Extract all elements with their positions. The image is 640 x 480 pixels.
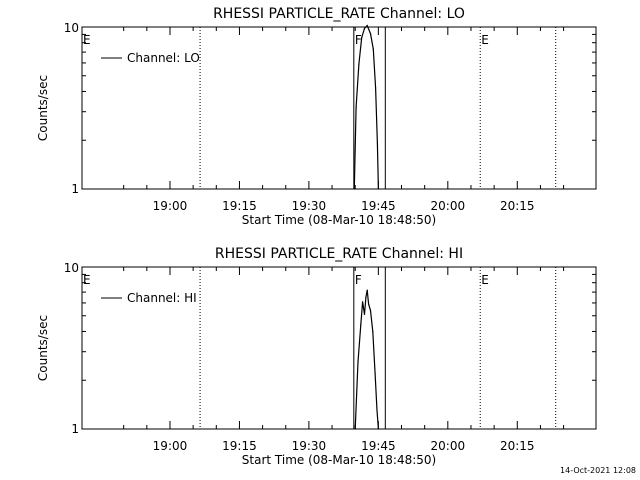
x-tick-label: 19:45 [361, 199, 396, 213]
x-tick-label: 19:15 [222, 439, 257, 453]
data-point [368, 303, 370, 305]
legend-label: Channel: LO [127, 51, 200, 65]
y-tick-label: 1 [71, 182, 79, 196]
y-tick-label: 10 [64, 261, 79, 275]
plot-frame [81, 266, 597, 430]
y-axis-label: Counts/sec [36, 75, 50, 141]
x-tick-label: 19:00 [153, 199, 188, 213]
data-point [355, 106, 357, 108]
chart-title: RHESSI PARTICLE_RATE Channel: LO [213, 6, 465, 22]
plot-frame [81, 26, 597, 190]
data-point [358, 63, 360, 65]
data-point [365, 296, 367, 298]
footer-timestamp: 14-Oct-2021 12:08 [560, 466, 636, 475]
data-point [372, 330, 374, 333]
data-point [369, 309, 372, 311]
event-marker-label: E [481, 273, 489, 287]
data-point [354, 428, 356, 430]
legend-label: Channel: HI [127, 291, 197, 305]
data-point [361, 37, 363, 39]
data-point [377, 188, 379, 190]
x-tick-label: 20:00 [431, 199, 466, 213]
data-point [372, 48, 374, 50]
event-marker-label: F [355, 33, 362, 47]
chart-title: RHESSI PARTICLE_RATE Channel: HI [215, 246, 463, 262]
data-point [353, 188, 355, 190]
data-point [362, 301, 364, 303]
x-tick-label: 19:45 [361, 439, 396, 453]
x-tick-label: 20:15 [500, 199, 535, 213]
data-point [360, 324, 362, 326]
data-point [363, 27, 366, 30]
x-axis-label: Start Time (08-Mar-10 18:48:50) [242, 453, 436, 467]
data-point [376, 143, 379, 145]
event-marker-label: F [355, 273, 362, 287]
data-point [374, 87, 377, 89]
x-axis-label: Start Time (08-Mar-10 18:48:50) [242, 213, 436, 227]
data-point [366, 289, 368, 291]
y-tick-label: 10 [64, 21, 79, 35]
series-line [353, 24, 379, 190]
x-tick-label: 19:30 [292, 199, 327, 213]
event-marker-label: E [481, 33, 489, 47]
data-point [369, 33, 372, 35]
series-line [354, 289, 379, 430]
event-marker-label: E [83, 273, 91, 287]
data-point [366, 25, 368, 27]
x-tick-label: 19:15 [222, 199, 257, 213]
data-point [363, 313, 366, 315]
x-tick-label: 20:00 [431, 439, 466, 453]
x-tick-label: 20:15 [500, 439, 535, 453]
data-point [357, 361, 359, 363]
data-point [377, 428, 379, 430]
data-point [376, 409, 378, 412]
y-axis-label: Counts/sec [36, 315, 50, 381]
x-tick-label: 19:30 [292, 439, 327, 453]
y-tick-label: 1 [71, 422, 79, 436]
data-point [374, 372, 376, 375]
event-marker-label: E [83, 33, 91, 47]
x-tick-label: 19:00 [153, 439, 188, 453]
